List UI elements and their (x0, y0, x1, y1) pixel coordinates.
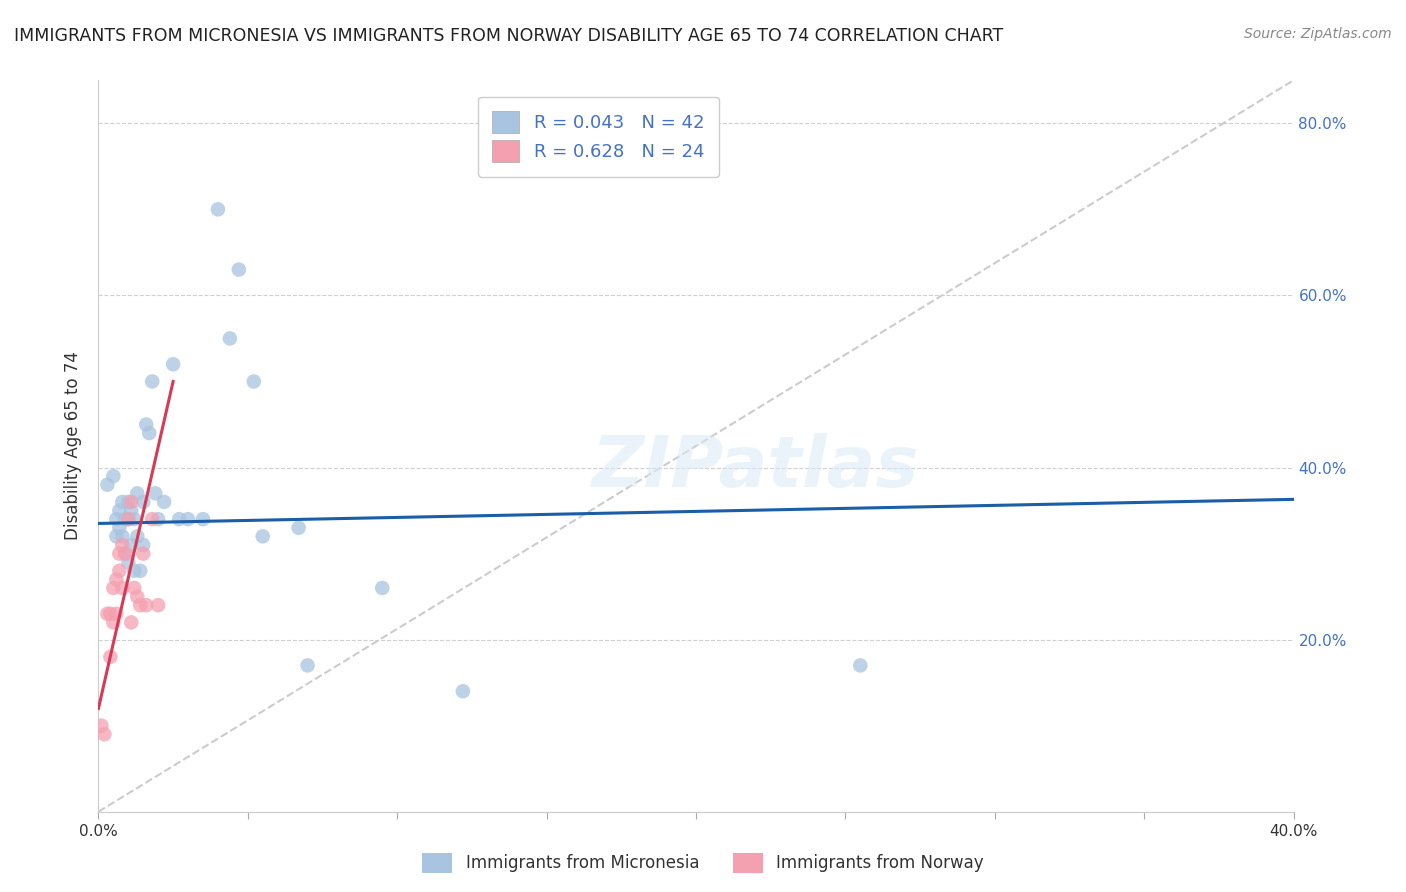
Point (117, 495, 139, 509)
Point (103, 581, 125, 595)
Point (108, 564, 131, 578)
Point (135, 417, 157, 432)
Point (114, 512, 136, 526)
Point (124, 512, 146, 526)
Point (103, 469, 125, 483)
Point (117, 512, 139, 526)
Point (135, 598, 157, 612)
Point (117, 512, 139, 526)
Point (219, 331, 242, 345)
Point (129, 598, 152, 612)
Point (117, 555, 139, 569)
Point (114, 547, 136, 561)
Point (191, 512, 214, 526)
Point (90, 719, 112, 733)
Point (105, 529, 128, 543)
Point (100, 607, 122, 621)
Point (111, 495, 134, 509)
Point (132, 547, 155, 561)
Point (100, 649, 122, 664)
Point (105, 512, 128, 526)
Point (252, 529, 274, 543)
Point (167, 512, 190, 526)
Legend: Immigrants from Micronesia, Immigrants from Norway: Immigrants from Micronesia, Immigrants f… (416, 847, 990, 880)
Point (243, 375, 266, 389)
Point (120, 538, 142, 552)
Y-axis label: Disability Age 65 to 74: Disability Age 65 to 74 (65, 351, 83, 541)
Point (114, 547, 136, 561)
Point (111, 581, 134, 595)
Point (124, 564, 146, 578)
Point (127, 529, 149, 543)
Point (111, 529, 134, 543)
Point (849, 658, 872, 673)
Point (120, 615, 142, 630)
Point (451, 684, 474, 698)
Text: IMMIGRANTS FROM MICRONESIA VS IMMIGRANTS FROM NORWAY DISABILITY AGE 65 TO 74 COR: IMMIGRANTS FROM MICRONESIA VS IMMIGRANTS… (14, 27, 1004, 45)
Point (148, 598, 170, 612)
Point (105, 573, 128, 587)
Point (148, 512, 170, 526)
Point (228, 262, 250, 277)
Point (132, 495, 155, 509)
Point (96, 607, 118, 621)
Point (141, 375, 163, 389)
Legend: R = 0.043   N = 42, R = 0.628   N = 24: R = 0.043 N = 42, R = 0.628 N = 24 (478, 96, 718, 177)
Point (153, 495, 176, 509)
Point (108, 521, 131, 535)
Point (141, 512, 163, 526)
Point (287, 521, 309, 535)
Point (108, 547, 131, 561)
Point (143, 486, 166, 500)
Point (127, 486, 149, 500)
Point (177, 512, 200, 526)
Point (371, 581, 394, 595)
Point (297, 658, 319, 673)
Point (108, 503, 131, 517)
Point (120, 503, 142, 517)
Point (132, 538, 155, 552)
Point (96, 477, 118, 491)
Text: Source: ZipAtlas.com: Source: ZipAtlas.com (1244, 27, 1392, 41)
Point (124, 581, 146, 595)
Point (105, 607, 128, 621)
Point (120, 495, 142, 509)
Point (162, 357, 184, 371)
Point (93, 727, 115, 741)
Point (207, 202, 229, 217)
Text: ZIPatlas: ZIPatlas (592, 434, 920, 502)
Point (129, 564, 152, 578)
Point (111, 538, 134, 552)
Point (103, 615, 125, 630)
Point (127, 590, 149, 604)
Point (138, 426, 160, 441)
